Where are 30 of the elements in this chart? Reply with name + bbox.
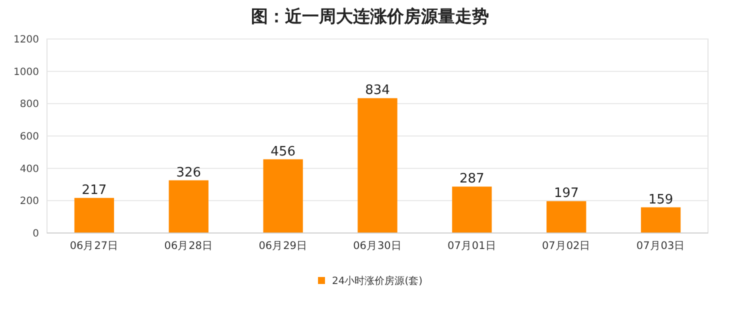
bar	[546, 201, 586, 233]
y-tick-label: 800	[20, 99, 39, 110]
x-tick-label: 07月03日	[636, 240, 686, 252]
x-tick-label: 06月29日	[258, 240, 308, 252]
data-label: 326	[176, 165, 202, 180]
bar	[358, 98, 398, 233]
y-tick-label: 200	[20, 196, 39, 208]
chart-title: 图：近一周大连涨价房源量走势	[251, 7, 489, 27]
bar	[452, 186, 492, 233]
y-tick-label: 0	[32, 228, 39, 240]
x-tick-label: 06月30日	[353, 240, 402, 252]
x-tick-label: 06月28日	[164, 240, 214, 252]
y-tick-label: 1200	[14, 34, 39, 46]
data-label: 217	[82, 182, 107, 198]
x-tick-label: 07月01日	[448, 240, 496, 252]
bar	[168, 180, 208, 233]
y-tick-label: 1000	[14, 66, 39, 78]
bar	[74, 198, 114, 233]
data-label: 287	[460, 172, 484, 187]
legend-label: 24小时涨价房源(套)	[332, 275, 423, 287]
data-label: 456	[270, 144, 296, 160]
y-tick-label: 600	[20, 132, 39, 142]
x-tick-label: 07月02日	[542, 240, 591, 252]
y-tick-label: 400	[20, 164, 39, 175]
data-label: 834	[365, 83, 390, 98]
bar	[263, 159, 303, 233]
data-label: 197	[554, 186, 579, 202]
data-label: 159	[648, 192, 674, 208]
bar	[640, 207, 681, 233]
x-tick-label: 06月27日	[70, 240, 119, 252]
